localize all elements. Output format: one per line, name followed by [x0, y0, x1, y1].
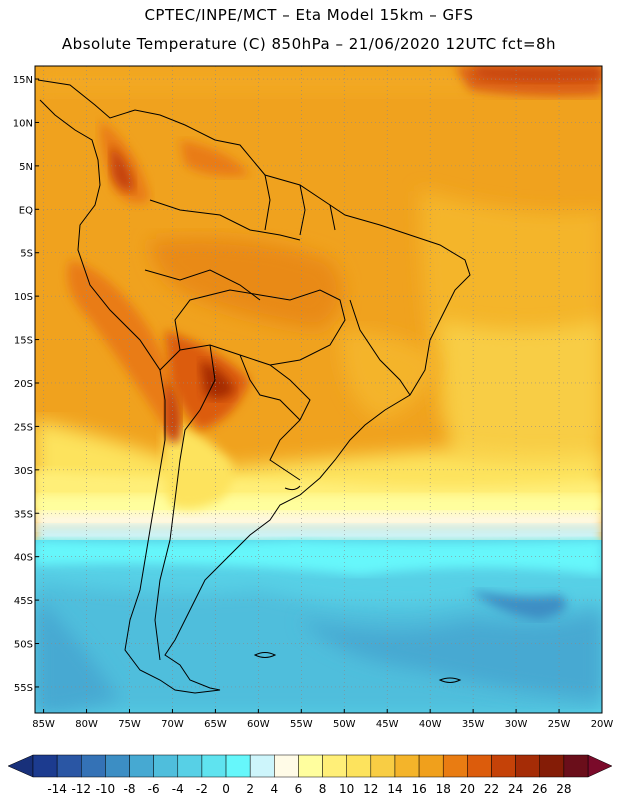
colorbar-swatch	[32, 754, 58, 778]
map-title-line2: Absolute Temperature (C) 850hPa – 21/06/…	[61, 35, 557, 53]
lat-tick-label: 55S	[14, 683, 33, 694]
colorbar-swatch	[105, 754, 130, 778]
colorbar-under-arrow	[7, 754, 34, 778]
lat-tick-label: 30S	[14, 466, 33, 477]
lon-tick-label: 80W	[75, 719, 98, 730]
colorbar-swatch	[442, 754, 468, 778]
colorbar-label: -12	[71, 782, 91, 796]
lat-tick-label: 20S	[14, 379, 33, 390]
lat-tick-label: 10N	[13, 118, 33, 129]
colorbar-label: -14	[47, 782, 67, 796]
lon-tick-label: 70W	[161, 719, 184, 730]
colorbar-swatch	[467, 754, 492, 778]
longitude-axis: 85W 80W 75W 70W 65W 60W 55W 50W 45W 40W 35W 30W 25W 2…	[32, 709, 613, 730]
colorbar-label: -2	[196, 782, 208, 796]
map-title-line1: CPTEC/INPE/MCT – Eta Model 15km – GFS	[144, 6, 474, 24]
colorbar-label: 2	[246, 782, 254, 796]
lat-tick-label: 25S	[14, 422, 33, 433]
lon-tick-label: 40W	[419, 719, 442, 730]
lat-tick-label: 15S	[14, 336, 33, 347]
lon-tick-label: 35W	[462, 719, 485, 730]
temperature-field	[35, 66, 602, 713]
colorbar-swatch	[418, 754, 444, 778]
colorbar-label: 28	[556, 782, 571, 796]
colorbar-label: 10	[339, 782, 354, 796]
lon-tick-label: 85W	[32, 719, 55, 730]
latitude-axis: 15N 10N 5N EQ 5S 10S 15S 20S 25S 30S 35S 40S 45S 50S 5…	[13, 75, 39, 694]
colorbar-swatch	[129, 754, 154, 778]
lat-tick-label: 10S	[14, 292, 33, 303]
lat-tick-label: 5S	[20, 249, 33, 260]
map-frame	[34, 65, 603, 714]
colorbar-label: -4	[172, 782, 184, 796]
lat-tick-label: 15N	[13, 75, 33, 86]
colorbar-swatch	[322, 754, 347, 778]
lat-tick-label: 35S	[14, 509, 33, 520]
lon-tick-label: 65W	[204, 719, 227, 730]
colorbar-over-arrow	[587, 754, 613, 778]
colorbar-swatch	[225, 754, 251, 778]
lat-tick-label: 5N	[19, 162, 33, 173]
colorbar-label: 20	[460, 782, 475, 796]
colorbar-label: 26	[532, 782, 547, 796]
lon-tick-label: 25W	[548, 719, 571, 730]
gridlines	[35, 66, 602, 713]
colorbar-label: -6	[148, 782, 160, 796]
colorbar-swatch	[298, 754, 323, 778]
colorbar-label: 16	[411, 782, 426, 796]
colorbar-swatch	[153, 754, 179, 778]
lon-tick-label: 60W	[247, 719, 270, 730]
lon-tick-label: 30W	[505, 719, 528, 730]
lon-tick-label: 20W	[591, 719, 614, 730]
colorbar-swatch	[539, 754, 565, 778]
colorbar-swatch	[491, 754, 516, 778]
colorbar-swatch	[563, 754, 589, 778]
lat-tick-label: 40S	[14, 553, 33, 564]
colorbar-swatch	[201, 754, 227, 778]
colorbar-swatch	[346, 754, 372, 778]
colorbar: -14 -12 -10 -8 -6 -4 -2 0 2 4 6 8 10 12 14 16 18 20 22 24 26…	[7, 754, 613, 796]
lat-tick-label: 45S	[14, 596, 33, 607]
colorbar-swatch	[370, 754, 396, 778]
colorbar-swatch	[394, 754, 420, 778]
colorbar-label: 24	[508, 782, 523, 796]
coastline	[37, 79, 471, 694]
colorbar-swatch	[515, 754, 540, 778]
colorbar-label: 22	[484, 782, 499, 796]
colorbar-label: 4	[270, 782, 278, 796]
lon-tick-label: 45W	[376, 719, 399, 730]
colorbar-swatch	[177, 754, 203, 778]
colorbar-swatch	[274, 754, 299, 778]
colorbar-label: 14	[387, 782, 402, 796]
lat-tick-label: 50S	[14, 640, 33, 651]
colorbar-label: 0	[222, 782, 230, 796]
colorbar-swatch	[249, 754, 275, 778]
colorbar-label: 12	[363, 782, 378, 796]
colorbar-label: -10	[96, 782, 116, 796]
lat-tick-label: EQ	[19, 205, 33, 216]
lon-tick-label: 55W	[290, 719, 313, 730]
colorbar-swatch	[81, 754, 106, 778]
colorbar-label: 18	[436, 782, 451, 796]
lon-tick-label: 75W	[118, 719, 141, 730]
colorbar-swatch	[56, 754, 82, 778]
lon-tick-label: 50W	[333, 719, 356, 730]
colorbar-label: 8	[319, 782, 327, 796]
colorbar-label: 6	[295, 782, 303, 796]
colorbar-label: -8	[124, 782, 136, 796]
